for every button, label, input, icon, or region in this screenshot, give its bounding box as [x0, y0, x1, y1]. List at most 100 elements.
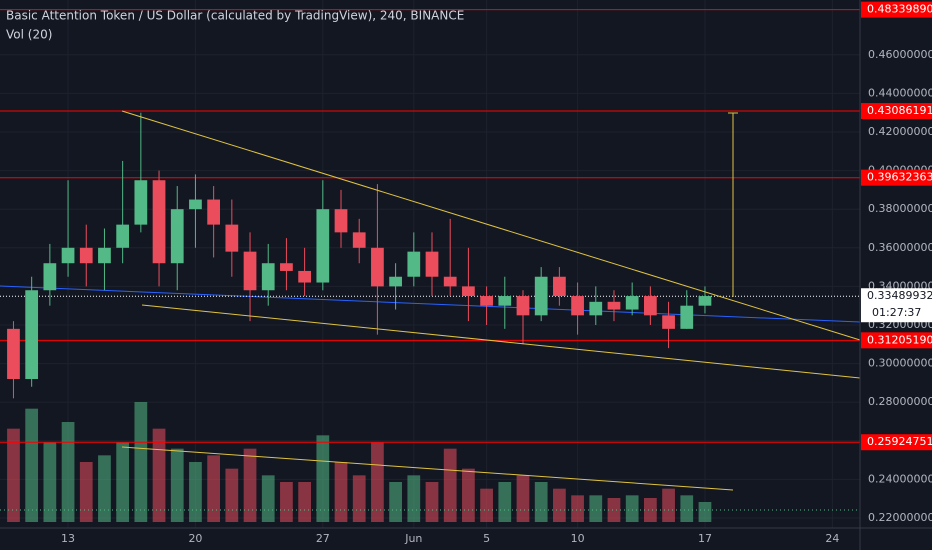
last-price-tag: [861, 288, 932, 323]
y-tick-label: 0.28000000: [868, 395, 932, 408]
x-tick-label: 10: [571, 532, 585, 545]
chart-title: Basic Attention Token / US Dollar (calcu…: [6, 9, 464, 23]
volume-bar: [7, 428, 20, 522]
volume-bar: [79, 462, 93, 522]
candle-body: [553, 276, 566, 297]
y-tick-label: 0.24000000: [868, 472, 932, 485]
candle-body: [462, 286, 475, 297]
volume-bar: [316, 435, 330, 522]
candle-body: [625, 296, 639, 310]
volume-bar: [280, 482, 293, 522]
candle-body: [98, 247, 111, 264]
volume-bar: [298, 482, 311, 522]
price-axis: [860, 0, 932, 550]
y-tick-label: 0.36000000: [868, 241, 932, 254]
volume-bar: [116, 442, 130, 522]
x-tick-label: 13: [61, 532, 75, 545]
level-tag: [861, 103, 932, 120]
candle-body: [680, 305, 694, 329]
x-tick-label: 17: [698, 532, 712, 545]
volume-bar: [134, 402, 148, 522]
volume-bar: [662, 488, 675, 522]
volume-bar: [243, 448, 257, 522]
volume-bar: [261, 475, 275, 522]
trend-line: [121, 110, 861, 341]
volume-bar: [225, 468, 239, 522]
candle-body: [61, 247, 75, 264]
candle-body: [280, 263, 293, 271]
volume-bar: [407, 475, 421, 522]
candle-body: [170, 209, 184, 264]
candle-body: [152, 180, 166, 264]
volume-bar: [98, 455, 111, 522]
volume-bar: [352, 475, 366, 522]
volume-bar: [462, 468, 475, 522]
y-tick-label: 0.44000000: [868, 86, 932, 99]
level-tag: [861, 1, 932, 18]
candle-body: [261, 263, 275, 291]
y-tick-label: 0.42000000: [868, 125, 932, 138]
candle-body: [407, 251, 421, 277]
candle-body: [189, 199, 202, 210]
candle-body: [298, 270, 311, 283]
countdown: 01:27:37: [872, 306, 921, 319]
volume-bar: [589, 495, 603, 522]
candle-body: [225, 224, 239, 252]
volume-bar: [189, 462, 202, 522]
volume-bar: [516, 475, 530, 522]
volume-bar: [480, 488, 493, 522]
volume-bar: [61, 422, 75, 522]
y-tick-label: 0.22000000: [868, 511, 932, 524]
level-tag: [861, 169, 932, 186]
y-tick-label: 0.46000000: [868, 48, 932, 61]
x-tick-label: 20: [188, 532, 202, 545]
y-tick-label: 0.30000000: [868, 357, 932, 370]
candle-body: [116, 224, 130, 248]
x-tick-label: 27: [316, 532, 330, 545]
volume-bar: [571, 495, 584, 522]
volume-bar: [371, 442, 384, 522]
level-label: 0.39632363: [867, 171, 932, 184]
volume-trend-line: [121, 446, 734, 491]
candle-body: [443, 276, 457, 287]
level-label: 0.43086191: [867, 104, 932, 117]
candle-body: [480, 296, 493, 306]
volume-bar: [443, 448, 457, 522]
candle-body: [534, 276, 548, 316]
candle-body: [643, 296, 657, 316]
candle-body: [316, 209, 330, 283]
x-tick-label: 5: [483, 532, 490, 545]
level-label: 0.48339890: [867, 3, 932, 16]
volume-bar: [553, 488, 566, 522]
candle-body: [698, 296, 712, 306]
volume-bar: [207, 455, 221, 522]
volume-bar: [607, 498, 621, 522]
last-price-label: 0.33489932: [867, 289, 932, 302]
candle-body: [207, 199, 221, 225]
candle-body: [371, 247, 384, 287]
volume-bar: [625, 495, 639, 522]
candle-body: [43, 263, 57, 291]
candle-body: [516, 296, 530, 316]
candle-body: [425, 251, 439, 277]
level-tag: [861, 332, 932, 349]
volume-legend: Vol (20): [6, 28, 52, 42]
volume-bar: [698, 502, 712, 522]
candle-body: [498, 296, 512, 306]
volume-bar: [389, 482, 402, 522]
candle-body: [589, 301, 603, 316]
candle-body: [7, 328, 20, 380]
candle-body: [25, 290, 39, 380]
candle-body: [334, 209, 348, 233]
blue-line: [0, 285, 861, 323]
level-label: 0.31205190: [867, 333, 932, 346]
level-label: 0.25924751: [867, 435, 932, 448]
y-tick-label: 0.38000000: [868, 202, 932, 215]
volume-bar: [534, 482, 548, 522]
volume-bar: [43, 442, 57, 522]
volume-bar: [170, 448, 184, 522]
level-tag: [861, 434, 932, 451]
volume-bar: [152, 428, 166, 522]
candle-body: [607, 301, 621, 310]
